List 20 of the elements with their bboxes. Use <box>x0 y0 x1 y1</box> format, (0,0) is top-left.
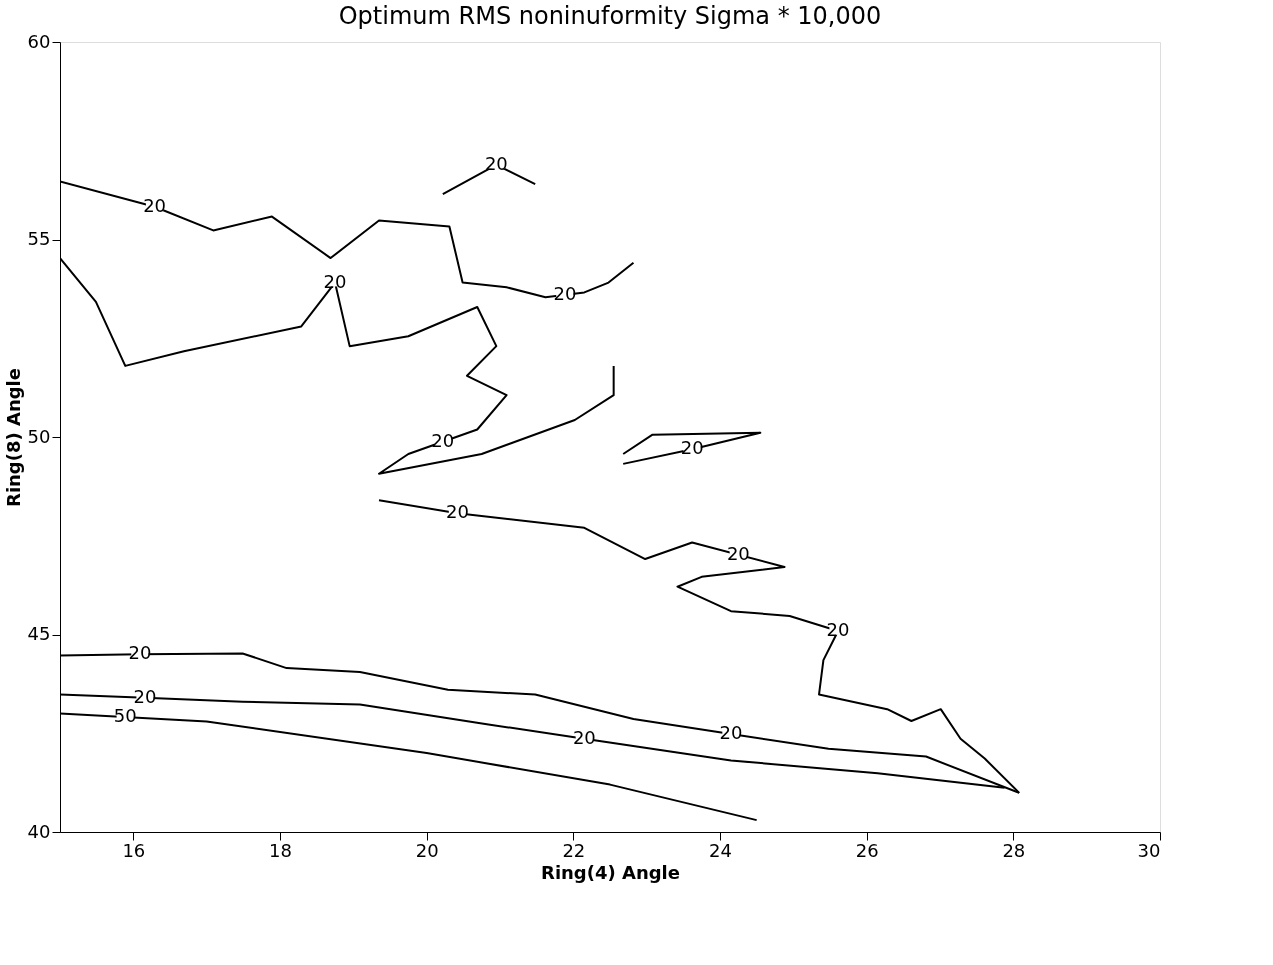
y-tick-label: 50 <box>27 425 51 447</box>
x-tick-label: 16 <box>122 839 146 861</box>
chart-title: Optimum RMS noninuformity Sigma * 10,000 <box>338 2 882 30</box>
x-tick-label: 20 <box>415 839 439 861</box>
y-axis-title: Ring(8) Angle <box>2 368 24 507</box>
x-tick-label: 22 <box>562 839 586 861</box>
annotation: 20 <box>726 542 750 564</box>
x-tick-label: 28 <box>1002 839 1026 861</box>
x-tick-label: 18 <box>269 839 292 861</box>
annotation: 50 <box>113 705 137 727</box>
annotation: 20 <box>431 429 455 451</box>
x-tick-label: 30 <box>1137 839 1161 861</box>
annotation: 20 <box>553 282 577 304</box>
x-tick-label: 26 <box>855 839 879 861</box>
y-tick-label: 55 <box>27 228 51 249</box>
y-tick-label: 45 <box>27 623 51 644</box>
x-tick-label: 24 <box>709 839 732 861</box>
y-tick-label: 40 <box>27 820 51 842</box>
y-tick-label: 60 <box>27 30 51 52</box>
x-axis-title: Ring(4) Angle <box>541 861 680 883</box>
